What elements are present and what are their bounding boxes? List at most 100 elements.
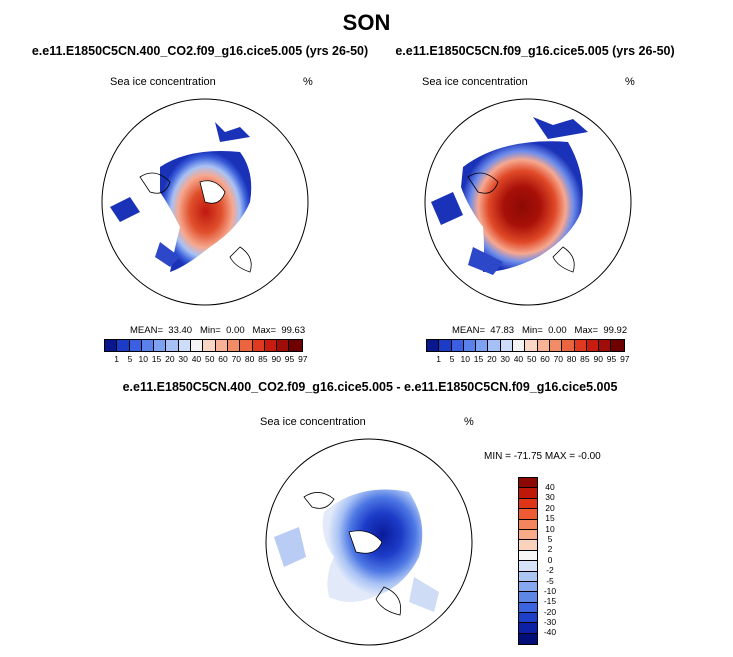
panel-co2-colorbar-swatch [154, 340, 167, 351]
panel-control-colorbar-tick-label: 40 [513, 354, 524, 364]
panel-co2-colorbar-swatch [227, 340, 241, 351]
panel-co2-colorbar-tick-label: 1 [114, 354, 120, 364]
diff-colorbar-tick-label: 5 [547, 533, 553, 544]
panel-co2-polar-map [101, 98, 309, 306]
diff-colorbar-swatch [519, 571, 537, 582]
panel-control-colorbar-tick-label: 80 [566, 354, 577, 364]
diff-colorbar-tick-label: -20 [543, 606, 557, 617]
diff-colorbar-tick-label: -40 [543, 627, 557, 638]
panel-co2-colorbar-tick-label: 50 [204, 354, 215, 364]
panel-control-colorbar-swatch [427, 340, 440, 351]
panel-co2-colorbar-swatch [240, 340, 253, 351]
panel-co2-colorbar-tick-label: 60 [218, 354, 228, 364]
panel-control-ice-field [461, 141, 583, 272]
panel-control-colorbar-swatch [549, 340, 563, 351]
panel-co2-colorbar-swatch [178, 340, 192, 351]
panel-control-colorbar-tick-label: 90 [593, 354, 603, 364]
diff-colorbar-swatch [519, 613, 537, 624]
diff-colorbar-swatch [519, 561, 537, 572]
panel-co2-max-value: 99.63 [281, 325, 306, 336]
diff-colorbar-swatch [519, 529, 537, 541]
diff-units-label: % [464, 416, 474, 428]
panel-control-title: e.e11.E1850C5CN.f09_g16.cice5.005 (yrs 2… [395, 44, 675, 58]
diff-colorbar-tick-label: 15 [545, 513, 555, 524]
panel-control-colorbar-swatch [574, 340, 587, 351]
diff-variable-label: Sea ice concentration [260, 416, 366, 428]
diff-colorbar-swatch [519, 581, 537, 593]
diff-colorbar-tick-label: -2 [546, 565, 554, 576]
panel-co2-colorbar-tick-label: 5 [127, 354, 133, 364]
panel-co2-colorbar-swatch [252, 340, 265, 351]
panel-control-mean-value: 47.83 [490, 325, 515, 336]
diff-colorbar-swatch [519, 478, 537, 489]
panel-control-colorbar-tick-label: 30 [500, 354, 510, 364]
panel-control-colorbar-swatch [513, 340, 526, 351]
panel-co2-colorbar-tick-label: 70 [231, 354, 242, 364]
panel-co2-colorbar-swatch [166, 340, 179, 351]
panel-co2-colorbar-swatch [277, 340, 290, 351]
diff-colorbar-swatch [519, 550, 537, 562]
figure-title: SON [342, 10, 391, 35]
panel-co2-colorbar-swatch [141, 340, 155, 351]
panel-control-colorbar-swatch [562, 340, 575, 351]
diff-colorbar-tick-label: 0 [547, 554, 553, 565]
panel-control-colorbar-swatch [451, 340, 464, 351]
panel-co2-colorbar-swatch [289, 340, 302, 351]
diff-colorbar-tick-label: 20 [545, 502, 555, 513]
diff-colorbar-tick-label: -5 [546, 575, 554, 586]
diff-colorbar-swatch [519, 540, 537, 551]
panel-co2-colorbar-tick-label: 15 [151, 354, 162, 364]
panel-co2-colorbar-tick-label: 20 [165, 354, 175, 364]
panel-co2-min-label: Min= [199, 325, 221, 336]
panel-control-colorbar [426, 339, 625, 352]
panel-co2-colorbar-tick-label: 95 [284, 354, 295, 364]
panel-control-colorbar-tick-label: 95 [606, 354, 617, 364]
panel-control-colorbar-swatch [476, 340, 489, 351]
panel-co2-min-value: 0.00 [226, 325, 245, 336]
panel-control-colorbar-swatch [586, 340, 600, 351]
panel-co2-colorbar [104, 339, 303, 352]
panel-control-variable-label: Sea ice concentration [422, 76, 528, 88]
panel-control-colorbar-swatch [611, 340, 624, 351]
panel-control-colorbar-swatch [488, 340, 501, 351]
panel-co2-mean-value: 33.40 [168, 325, 193, 336]
panel-control-colorbar-tick-label: 50 [526, 354, 537, 364]
diff-colorbar-tick-label: -10 [543, 585, 557, 596]
panel-control-colorbar-tick-label: 1 [436, 354, 442, 364]
diff-colorbar-tick-label: 30 [545, 492, 555, 503]
diff-colorbar [518, 477, 538, 646]
panel-co2-colorbar-ticks: 1 5 10 15 20 30 40 50 60 70 80 85 90 95 97 [110, 354, 309, 364]
panel-control-colorbar-swatch [537, 340, 550, 351]
diff-colorbar-tick-label: -15 [543, 596, 557, 607]
diff-colorbar-swatch [519, 592, 537, 603]
panel-co2-max-label: Max= [252, 325, 277, 336]
panel-control-mean-label: MEAN= [452, 325, 485, 336]
diff-colorbar-swatch [519, 519, 537, 530]
panel-control-units-label: % [625, 76, 635, 88]
panel-control-colorbar-tick-label: 60 [540, 354, 550, 364]
panel-control-colorbar-swatch [599, 340, 612, 351]
diff-colorbar-swatch [519, 623, 537, 634]
panel-co2-colorbar-tick-label: 90 [271, 354, 281, 364]
panel-co2-colorbar-swatch [129, 340, 142, 351]
panel-control-min-value: 0.00 [548, 325, 567, 336]
panel-co2-colorbar-tick-label: 10 [138, 354, 148, 364]
panel-co2-stats: MEAN= 33.40 Min= 0.00 Max= 99.63 [130, 325, 305, 336]
panel-co2-colorbar-swatch [264, 340, 278, 351]
diff-stats: MIN = -71.75 MAX = -0.00 [484, 451, 601, 462]
panel-co2-title: e.e11.E1850C5CN.400_CO2.f09_g16.cice5.00… [31, 44, 369, 58]
diff-colorbar-tick-label: 2 [547, 544, 553, 555]
diff-colorbar-swatch [519, 488, 537, 499]
panel-control-colorbar-tick-label: 70 [553, 354, 564, 364]
panel-control-colorbar-tick-label: 10 [460, 354, 470, 364]
diff-colorbar-swatch [519, 498, 537, 510]
panel-co2-colorbar-tick-label: 85 [258, 354, 268, 364]
panel-co2-colorbar-swatch [191, 340, 204, 351]
panel-control-min-label: Min= [521, 325, 543, 336]
panel-co2-colorbar-swatch [203, 340, 216, 351]
panel-co2-colorbar-tick-label: 80 [244, 354, 255, 364]
panel-control-colorbar-tick-label: 20 [487, 354, 497, 364]
panel-control-stats: MEAN= 47.83 Min= 0.00 Max= 99.92 [452, 325, 627, 336]
diff-colorbar-swatch [519, 602, 537, 614]
panel-control-max-value: 99.92 [603, 325, 628, 336]
